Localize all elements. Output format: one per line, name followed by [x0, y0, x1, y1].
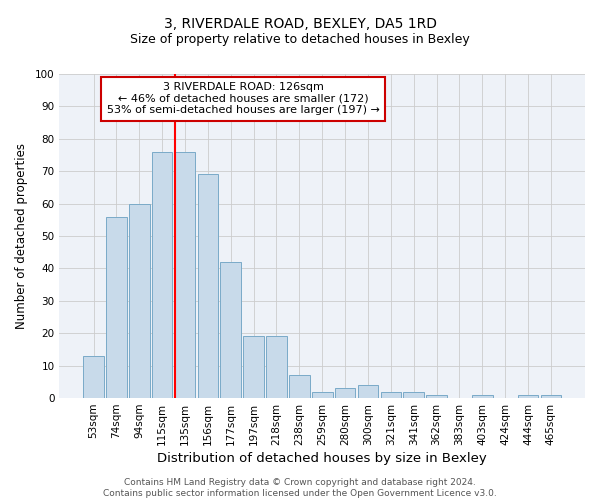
- Bar: [83, 356, 104, 398]
- Text: 3, RIVERDALE ROAD, BEXLEY, DA5 1RD: 3, RIVERDALE ROAD, BEXLEY, DA5 1RD: [163, 18, 437, 32]
- Bar: [518, 395, 538, 398]
- Bar: [335, 388, 355, 398]
- Y-axis label: Number of detached properties: Number of detached properties: [15, 143, 28, 329]
- Bar: [403, 392, 424, 398]
- Bar: [426, 395, 447, 398]
- Bar: [106, 216, 127, 398]
- Bar: [197, 174, 218, 398]
- Bar: [152, 152, 172, 398]
- Bar: [244, 336, 264, 398]
- Text: 3 RIVERDALE ROAD: 126sqm
← 46% of detached houses are smaller (172)
53% of semi-: 3 RIVERDALE ROAD: 126sqm ← 46% of detach…: [107, 82, 380, 116]
- Bar: [266, 336, 287, 398]
- Bar: [175, 152, 196, 398]
- Bar: [129, 204, 149, 398]
- Text: Size of property relative to detached houses in Bexley: Size of property relative to detached ho…: [130, 32, 470, 46]
- X-axis label: Distribution of detached houses by size in Bexley: Distribution of detached houses by size …: [157, 452, 487, 465]
- Bar: [472, 395, 493, 398]
- Bar: [289, 376, 310, 398]
- Bar: [220, 262, 241, 398]
- Bar: [312, 392, 332, 398]
- Bar: [541, 395, 561, 398]
- Bar: [380, 392, 401, 398]
- Bar: [358, 385, 378, 398]
- Text: Contains HM Land Registry data © Crown copyright and database right 2024.
Contai: Contains HM Land Registry data © Crown c…: [103, 478, 497, 498]
